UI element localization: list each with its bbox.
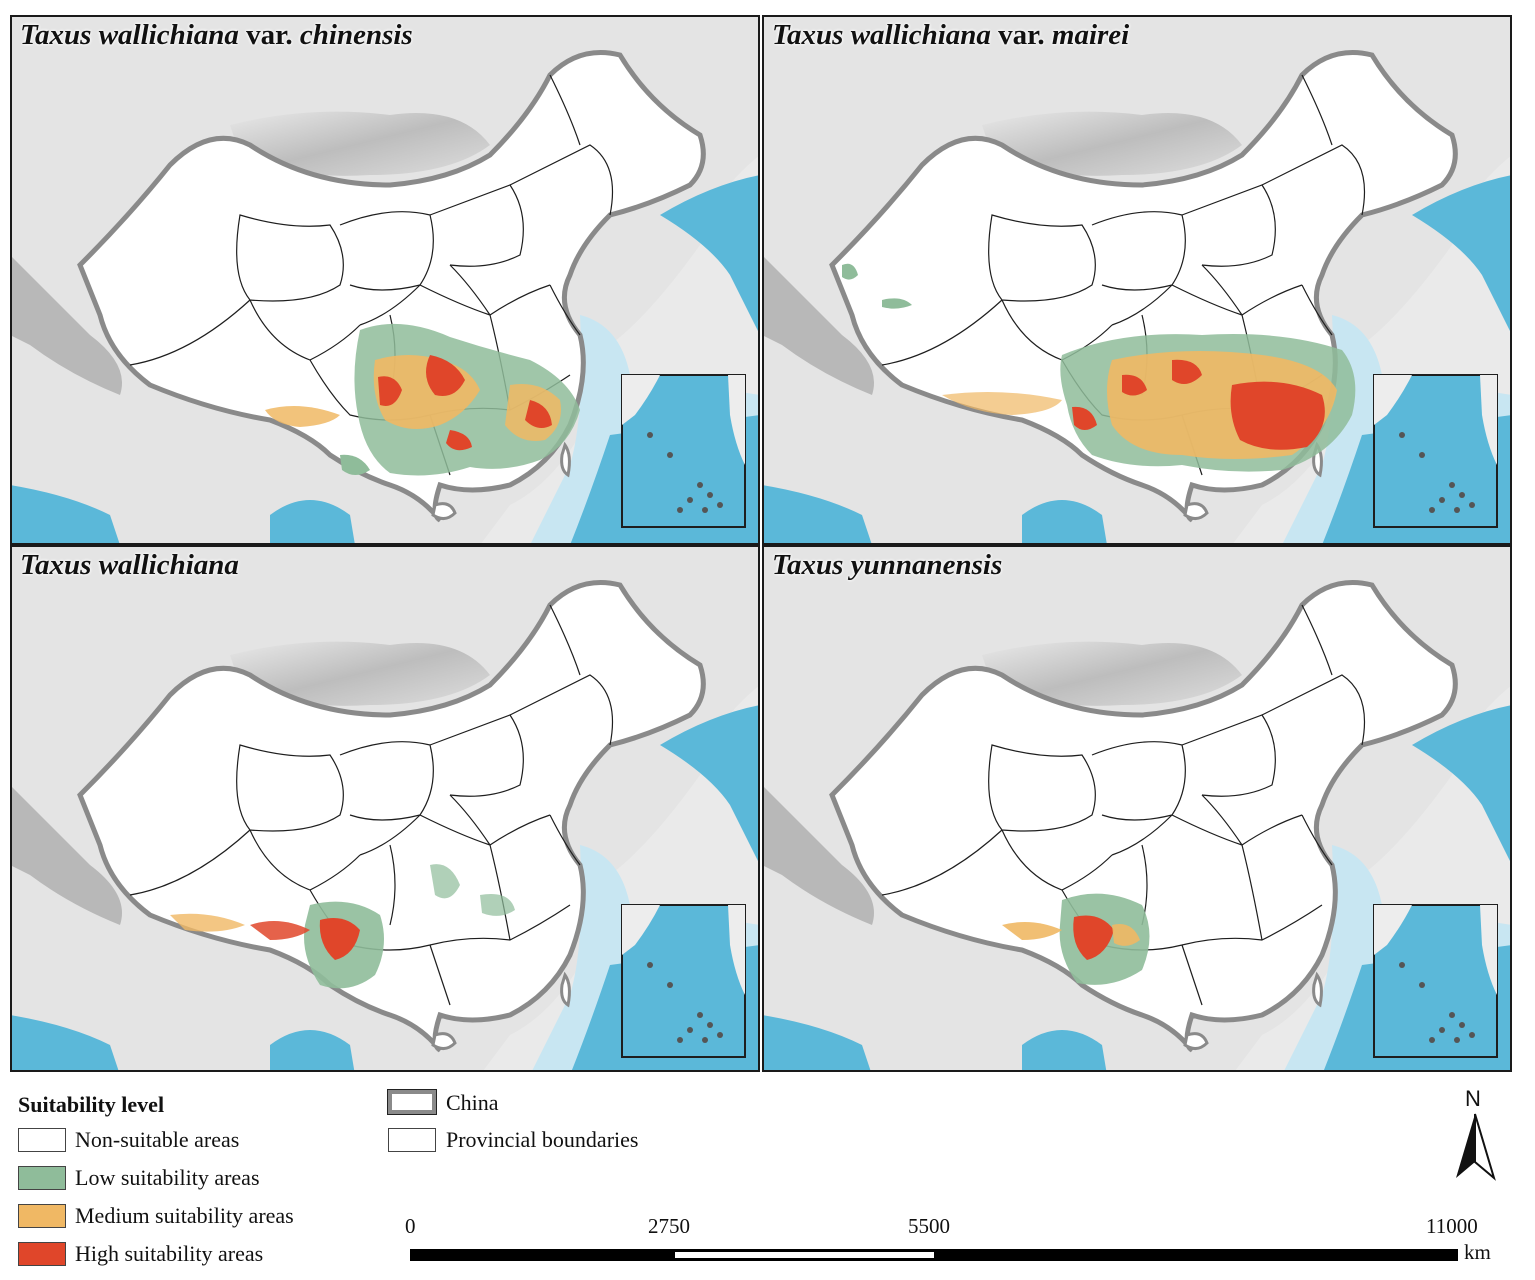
map-chinensis bbox=[10, 15, 760, 545]
legend-label-medium: Medium suitability areas bbox=[75, 1203, 294, 1228]
scale-tick-11000: 11000 bbox=[1426, 1214, 1478, 1238]
legend-swatch-china bbox=[387, 1089, 437, 1115]
suitability-layer-yunnanensis bbox=[1002, 893, 1150, 985]
map-panel-mairei: Taxus wallichiana var. mairei bbox=[762, 15, 1512, 545]
north-label: N bbox=[1465, 1086, 1481, 1111]
map-mairei bbox=[762, 15, 1512, 545]
scale-bar bbox=[410, 1249, 1458, 1261]
scale-tick-2750: 2750 bbox=[648, 1214, 690, 1238]
panel-title-yunnanensis: Taxus yunnanensis bbox=[772, 549, 1003, 581]
legend-swatch-low bbox=[18, 1166, 66, 1190]
map-yunnanensis bbox=[762, 545, 1512, 1072]
legend-swatch-provincial bbox=[388, 1128, 436, 1152]
map-panel-yunnanensis: Taxus yunnanensis bbox=[762, 545, 1512, 1072]
scale-unit: km bbox=[1464, 1240, 1491, 1264]
panel-title-chinensis: Taxus wallichiana var. chinensis bbox=[20, 19, 413, 51]
map-wallichiana bbox=[10, 545, 760, 1072]
legend-label-non-suitable: Non-suitable areas bbox=[75, 1127, 240, 1152]
panel-title-wallichiana: Taxus wallichiana bbox=[20, 549, 239, 581]
scale-tick-5500: 5500 bbox=[908, 1214, 950, 1238]
legend-title: Suitability level bbox=[18, 1092, 165, 1117]
map-panel-chinensis: Taxus wallichiana var. chinensis bbox=[10, 15, 760, 545]
legend-label-china: China bbox=[446, 1090, 499, 1115]
legend-swatch-medium bbox=[18, 1204, 66, 1228]
panel-title-mairei: Taxus wallichiana var. mairei bbox=[772, 19, 1130, 51]
scale-tick-0: 0 bbox=[405, 1214, 416, 1238]
legend-label-high: High suitability areas bbox=[75, 1241, 264, 1266]
suitability-layer-mairei bbox=[842, 263, 1356, 472]
suitability-layer-chinensis bbox=[265, 323, 580, 476]
north-arrow-icon bbox=[1456, 1113, 1496, 1181]
map-panel-wallichiana: Taxus wallichiana bbox=[10, 545, 760, 1072]
suitability-layer-wallichiana bbox=[170, 864, 515, 989]
legend-swatch-non-suitable bbox=[18, 1128, 66, 1152]
legend-swatch-high bbox=[18, 1242, 66, 1266]
legend-label-provincial: Provincial boundaries bbox=[446, 1127, 639, 1152]
legend-label-low: Low suitability areas bbox=[75, 1165, 260, 1190]
